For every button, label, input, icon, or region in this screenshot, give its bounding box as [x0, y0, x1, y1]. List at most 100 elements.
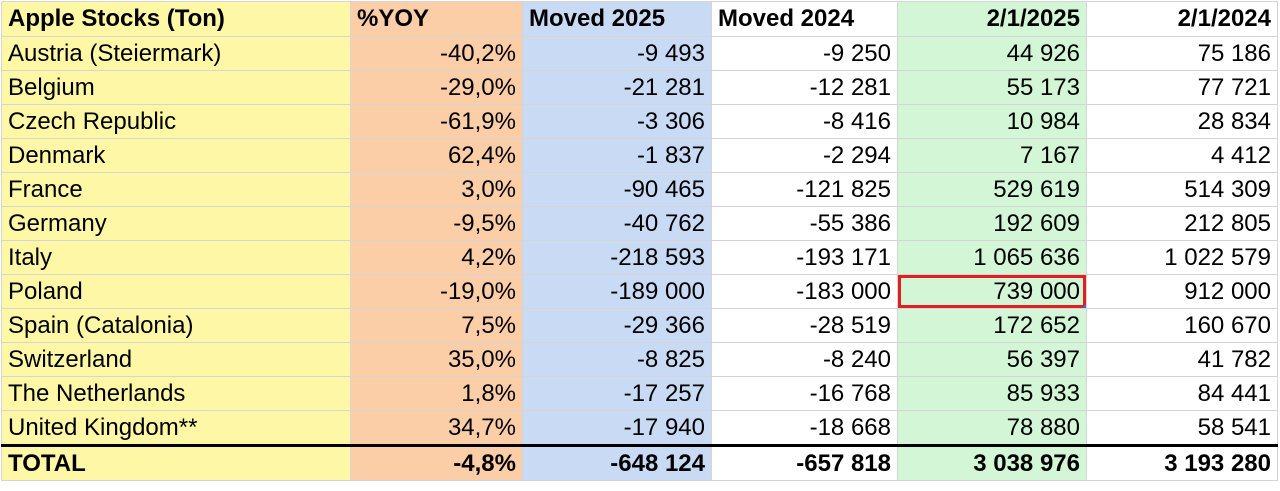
cell-stock-2025[interactable]: 7 167 [897, 138, 1087, 173]
cell-stock-2025[interactable]: 85 933 [897, 376, 1087, 411]
cell-moved-2024[interactable]: -28 519 [711, 308, 898, 343]
cell-moved-2025[interactable]: -218 593 [522, 240, 712, 275]
cell-stock-2024[interactable]: 41 782 [1086, 342, 1278, 377]
total-moved-2025[interactable]: -648 124 [522, 444, 712, 481]
fill-handle[interactable] [1083, 305, 1086, 308]
total-label[interactable]: TOTAL [1, 444, 351, 481]
cell-yoy[interactable]: 7,5% [350, 308, 523, 343]
cell-moved-2024[interactable]: -12 281 [711, 70, 898, 105]
table-row: United Kingdom** 34,7% -17 940 -18 668 7… [1, 410, 1278, 446]
header-yoy[interactable]: %YOY [350, 1, 523, 37]
cell-moved-2025[interactable]: -40 762 [522, 206, 712, 241]
cell-yoy[interactable]: 4,2% [350, 240, 523, 275]
table-row: Denmark 62,4% -1 837 -2 294 7 167 4 412 [1, 138, 1278, 173]
cell-stock-2024[interactable]: 75 186 [1086, 36, 1278, 71]
total-moved-2024[interactable]: -657 818 [711, 444, 898, 481]
cell-stock-2025[interactable]: 172 652 [897, 308, 1087, 343]
cell-yoy[interactable]: -9,5% [350, 206, 523, 241]
cell-country[interactable]: Italy [1, 240, 351, 275]
cell-country[interactable]: France [1, 172, 351, 207]
total-stock-2025[interactable]: 3 038 976 [897, 444, 1087, 481]
cell-moved-2024[interactable]: -183 000 [711, 274, 898, 309]
header-stock-2024[interactable]: 2/1/2024 [1086, 1, 1278, 37]
cell-yoy[interactable]: 3,0% [350, 172, 523, 207]
cell-stock-2024[interactable]: 212 805 [1086, 206, 1278, 241]
total-stock-2024[interactable]: 3 193 280 [1086, 444, 1278, 481]
cell-moved-2024[interactable]: -2 294 [711, 138, 898, 173]
cell-country[interactable]: Poland [1, 274, 351, 309]
total-yoy[interactable]: -4,8% [350, 444, 523, 481]
cell-stock-2024[interactable]: 912 000 [1086, 274, 1278, 309]
cell-moved-2025[interactable]: -29 366 [522, 308, 712, 343]
cell-yoy[interactable]: 34,7% [350, 410, 523, 446]
cell-country[interactable]: Czech Republic [1, 104, 351, 139]
table-row: France 3,0% -90 465 -121 825 529 619 514… [1, 172, 1278, 207]
cell-moved-2024[interactable]: -55 386 [711, 206, 898, 241]
cell-yoy[interactable]: 62,4% [350, 138, 523, 173]
cell-country[interactable]: Denmark [1, 138, 351, 173]
total-row: TOTAL -4,8% -648 124 -657 818 3 038 976 … [1, 444, 1278, 481]
table-row: Poland -19,0% -189 000 -183 000 739 000 … [1, 274, 1278, 309]
header-country[interactable]: Apple Stocks (Ton) [1, 1, 351, 37]
cell-country[interactable]: Austria (Steiermark) [1, 36, 351, 71]
cell-moved-2025[interactable]: -8 825 [522, 342, 712, 377]
cell-stock-2024[interactable]: 514 309 [1086, 172, 1278, 207]
cell-stock-2024[interactable]: 28 834 [1086, 104, 1278, 139]
cell-moved-2024[interactable]: -121 825 [711, 172, 898, 207]
header-moved-2025[interactable]: Moved 2025 [522, 1, 712, 37]
apple-stocks-table: Apple Stocks (Ton) %YOY Moved 2025 Moved… [1, 1, 1278, 481]
header-moved-2024[interactable]: Moved 2024 [711, 1, 898, 37]
cell-country[interactable]: Spain (Catalonia) [1, 308, 351, 343]
cell-moved-2024[interactable]: -9 250 [711, 36, 898, 71]
table-row: The Netherlands 1,8% -17 257 -16 768 85 … [1, 376, 1278, 411]
cell-stock-2025[interactable]: 192 609 [897, 206, 1087, 241]
cell-yoy[interactable]: -19,0% [350, 274, 523, 309]
cell-moved-2025[interactable]: -17 257 [522, 376, 712, 411]
cell-stock-2025[interactable]: 10 984 [897, 104, 1087, 139]
cell-stock-2025[interactable]: 55 173 [897, 70, 1087, 105]
table-row: Austria (Steiermark) -40,2% -9 493 -9 25… [1, 36, 1278, 71]
cell-stock-2024[interactable]: 77 721 [1086, 70, 1278, 105]
cell-moved-2024[interactable]: -8 240 [711, 342, 898, 377]
cell-stock-2025[interactable]: 56 397 [897, 342, 1087, 377]
cell-stock-2025[interactable]: 78 880 [897, 410, 1087, 446]
cell-moved-2024[interactable]: -8 416 [711, 104, 898, 139]
cell-stock-2025[interactable]: 529 619 [897, 172, 1087, 207]
cell-yoy[interactable]: -61,9% [350, 104, 523, 139]
cell-moved-2025[interactable]: -17 940 [522, 410, 712, 446]
cell-yoy[interactable]: -29,0% [350, 70, 523, 105]
table-row: Czech Republic -61,9% -3 306 -8 416 10 9… [1, 104, 1278, 139]
cell-stock-2024[interactable]: 1 022 579 [1086, 240, 1278, 275]
selected-cell[interactable]: 739 000 [897, 274, 1087, 309]
cell-moved-2025[interactable]: -3 306 [522, 104, 712, 139]
header-row: Apple Stocks (Ton) %YOY Moved 2025 Moved… [1, 1, 1278, 37]
cell-moved-2024[interactable]: -193 171 [711, 240, 898, 275]
cell-stock-2025[interactable]: 44 926 [897, 36, 1087, 71]
cell-country[interactable]: The Netherlands [1, 376, 351, 411]
cell-stock-2024[interactable]: 4 412 [1086, 138, 1278, 173]
cell-moved-2025[interactable]: -1 837 [522, 138, 712, 173]
cell-yoy[interactable]: -40,2% [350, 36, 523, 71]
cell-stock-2024[interactable]: 160 670 [1086, 308, 1278, 343]
table-row: Belgium -29,0% -21 281 -12 281 55 173 77… [1, 70, 1278, 105]
cell-moved-2025[interactable]: -9 493 [522, 36, 712, 71]
cell-stock-2025[interactable]: 1 065 636 [897, 240, 1087, 275]
header-stock-2025[interactable]: 2/1/2025 [897, 1, 1087, 37]
cell-yoy[interactable]: 35,0% [350, 342, 523, 377]
cell-country[interactable]: Switzerland [1, 342, 351, 377]
cell-country[interactable]: Germany [1, 206, 351, 241]
table-row: Italy 4,2% -218 593 -193 171 1 065 636 1… [1, 240, 1278, 275]
cell-stock-2024[interactable]: 84 441 [1086, 376, 1278, 411]
cell-moved-2024[interactable]: -16 768 [711, 376, 898, 411]
cell-stock-2024[interactable]: 58 541 [1086, 410, 1278, 446]
cell-yoy[interactable]: 1,8% [350, 376, 523, 411]
table-row: Spain (Catalonia) 7,5% -29 366 -28 519 1… [1, 308, 1278, 343]
cell-moved-2025[interactable]: -189 000 [522, 274, 712, 309]
cell-moved-2025[interactable]: -21 281 [522, 70, 712, 105]
cell-moved-2025[interactable]: -90 465 [522, 172, 712, 207]
selected-cell-value: 739 000 [993, 277, 1080, 305]
cell-country[interactable]: United Kingdom** [1, 410, 351, 446]
cell-moved-2024[interactable]: -18 668 [711, 410, 898, 446]
cell-country[interactable]: Belgium [1, 70, 351, 105]
